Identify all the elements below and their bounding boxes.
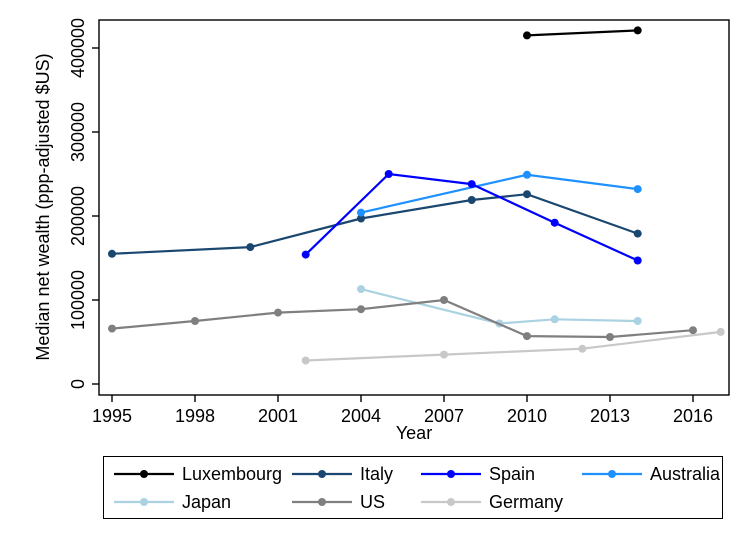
- x-tick-label: 1998: [175, 406, 215, 426]
- x-tick-label: 2010: [507, 406, 547, 426]
- series-marker-australia: [633, 185, 642, 194]
- series-marker-spain: [633, 256, 642, 265]
- series-marker-australia: [523, 170, 531, 179]
- x-axis-title: Year: [396, 423, 432, 443]
- legend-label: Spain: [489, 463, 536, 484]
- series-marker-italy: [246, 243, 255, 252]
- series-marker-us: [191, 317, 199, 325]
- series-marker-italy: [633, 229, 642, 238]
- series-marker-germany: [578, 344, 587, 353]
- legend-line-swatch: [292, 498, 352, 506]
- y-tick-label: 0: [68, 379, 88, 389]
- legend-label: Japan: [182, 491, 232, 512]
- legend-item-luxembourg: Luxembourg: [114, 462, 282, 486]
- y-tick-label: 100000: [68, 270, 88, 330]
- legend-line-swatch: [114, 498, 174, 506]
- legend-item-australia: Australia: [582, 462, 720, 486]
- legend-item-japan: Japan: [114, 490, 231, 514]
- series-marker-germany: [440, 350, 448, 359]
- series-line-australia: [360, 173, 638, 214]
- series-marker-spain: [550, 218, 559, 227]
- legend-item-italy: Italy: [292, 462, 393, 486]
- series-marker-italy: [357, 214, 365, 223]
- series-marker-italy: [523, 190, 531, 199]
- series-marker-germany: [716, 327, 725, 336]
- legend: Luxembourg Italy Spain Australia Japan U…: [103, 456, 723, 519]
- series-marker-us: [108, 324, 116, 333]
- legend-line-swatch: [292, 470, 352, 478]
- series-marker-us: [523, 332, 531, 341]
- series-marker-australia: [357, 208, 365, 217]
- series-marker-japan: [357, 285, 365, 294]
- y-axis-title: Median net wealth (ppp-adjusted $US): [33, 53, 53, 360]
- legend-line-swatch: [114, 470, 174, 478]
- x-tick-label: 2004: [341, 406, 381, 426]
- legend-label: Germany: [489, 491, 564, 512]
- series-marker-spain: [467, 180, 476, 189]
- legend-line-swatch: [582, 470, 642, 478]
- series-marker-luxembourg: [633, 26, 642, 35]
- y-tick-label: 300000: [68, 102, 88, 162]
- series-marker-spain: [384, 170, 393, 178]
- legend-label: Italy: [360, 463, 394, 484]
- legend-line-swatch: [421, 498, 481, 506]
- series-marker-italy: [108, 249, 116, 258]
- y-tick-label: 400000: [68, 18, 88, 78]
- legend-label: Luxembourg: [182, 463, 283, 484]
- series-line-us: [111, 298, 694, 339]
- x-tick-label: 1995: [92, 406, 132, 426]
- series-line-italy: [111, 193, 639, 255]
- series-marker-italy: [467, 196, 476, 204]
- x-tick-label: 2013: [590, 406, 630, 426]
- series-marker-japan: [633, 317, 642, 325]
- series-marker-luxembourg: [523, 31, 531, 40]
- series-marker-us: [440, 296, 448, 304]
- series-marker-japan: [550, 315, 559, 324]
- x-tick-label: 2007: [424, 406, 464, 426]
- series-marker-us: [689, 326, 697, 335]
- series-marker-us: [274, 308, 282, 317]
- legend-label: Australia: [650, 463, 721, 484]
- legend-item-us: US: [292, 490, 385, 514]
- legend-item-germany: Germany: [421, 490, 563, 514]
- series-marker-us: [357, 305, 365, 314]
- series-marker-spain: [301, 250, 310, 259]
- plot-frame: [98, 19, 730, 396]
- legend-item-spain: Spain: [421, 462, 535, 486]
- legend-line-swatch: [421, 470, 481, 478]
- x-tick-label: 2016: [673, 406, 713, 426]
- series-line-germany: [305, 330, 721, 362]
- x-tick-label: 2001: [258, 406, 298, 426]
- series-marker-us: [606, 333, 614, 341]
- y-tick-label: 200000: [68, 186, 88, 246]
- series-marker-germany: [301, 356, 310, 365]
- series-line-luxembourg: [526, 29, 638, 37]
- series-line-japan: [360, 288, 638, 325]
- legend-label: US: [360, 491, 386, 512]
